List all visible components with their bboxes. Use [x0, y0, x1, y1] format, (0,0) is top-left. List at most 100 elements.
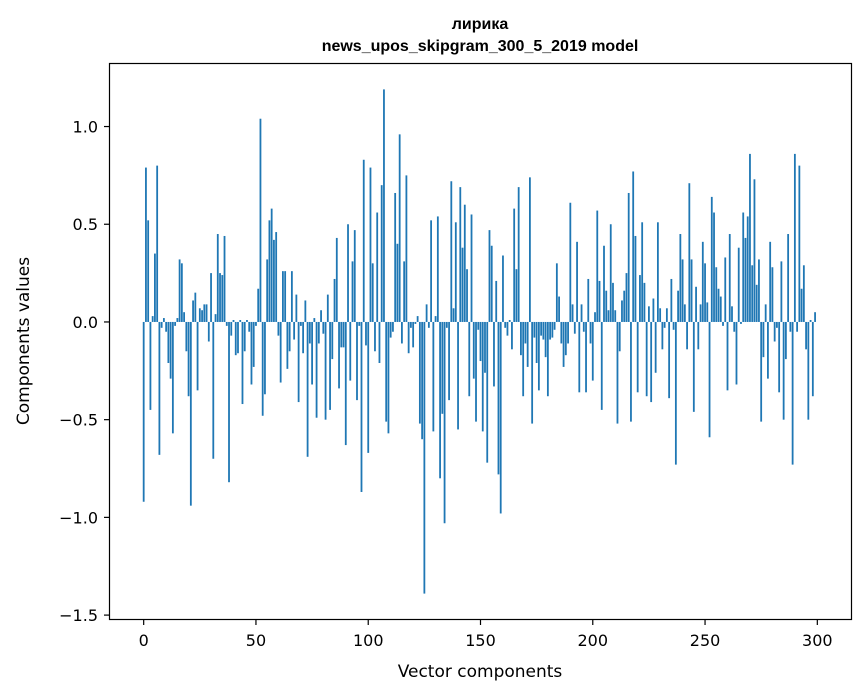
- bar-component-104: [376, 212, 379, 322]
- bar-component-141: [459, 187, 462, 322]
- bar-component-119: [409, 321, 412, 328]
- bar-component-113: [396, 243, 399, 322]
- bar-component-171: [526, 321, 529, 367]
- bar-component-130: [434, 316, 437, 322]
- bar-component-268: [744, 237, 747, 322]
- bar-component-151: [481, 321, 484, 432]
- bar-component-209: [612, 282, 614, 322]
- x-tick-label: 150: [465, 631, 496, 650]
- bar-component-247: [697, 321, 700, 350]
- bar-component-138: [452, 308, 455, 322]
- bar-component-249: [701, 241, 704, 322]
- bar-component-47: [248, 321, 251, 332]
- bar-component-230: [659, 308, 662, 322]
- bar-component-11: [167, 321, 170, 363]
- bar-component-94: [353, 230, 356, 322]
- bar-component-245: [692, 321, 695, 412]
- bar-component-126: [425, 304, 428, 322]
- bar-component-290: [793, 153, 796, 322]
- bar-component-111: [392, 321, 394, 332]
- bar-component-25: [198, 308, 201, 322]
- bar-component-187: [562, 321, 565, 367]
- bar-component-10: [165, 321, 168, 332]
- bar-component-18: [183, 312, 185, 322]
- bar-component-183: [553, 321, 556, 330]
- bar-component-128: [430, 220, 432, 322]
- x-tick-label: 300: [802, 631, 833, 650]
- bar-component-117: [405, 175, 408, 322]
- bar-component-296: [807, 321, 810, 420]
- bar-component-174: [533, 321, 536, 338]
- bar-component-112: [394, 192, 397, 322]
- bar-component-197: [585, 321, 587, 393]
- bar-component-35: [221, 275, 224, 322]
- bar-component-168: [520, 321, 522, 356]
- bar-component-242: [686, 321, 688, 350]
- bar-component-298: [811, 321, 814, 397]
- bar-component-88: [340, 321, 343, 348]
- x-tick-label: 50: [246, 631, 266, 650]
- bar-component-115: [401, 321, 403, 344]
- y-tick-label: 0.5: [73, 215, 98, 234]
- bar-component-77: [315, 321, 318, 418]
- bar-component-200: [591, 321, 594, 381]
- bar-component-253: [710, 196, 713, 322]
- bar-component-222: [641, 222, 644, 322]
- bar-component-295: [805, 321, 807, 350]
- bar-component-232: [663, 321, 666, 328]
- bar-component-260: [726, 321, 729, 391]
- bar-component-78: [317, 321, 320, 344]
- bar-component-165: [513, 208, 516, 322]
- bar-component-23: [194, 292, 197, 322]
- y-tick-label: −0.5: [59, 411, 98, 430]
- bar-component-16: [178, 259, 181, 322]
- bar-component-286: [784, 321, 787, 360]
- bar-component-226: [650, 321, 653, 403]
- bar-component-8: [160, 321, 163, 328]
- bar-component-50: [255, 321, 257, 326]
- bar-component-275: [760, 321, 763, 422]
- bar-component-293: [800, 288, 803, 322]
- bar-component-100: [367, 321, 370, 453]
- bar-component-140: [457, 321, 459, 430]
- bar-component-38: [228, 321, 230, 483]
- bar-component-12: [169, 321, 172, 379]
- bar-component-188: [564, 321, 567, 356]
- bar-component-14: [174, 321, 177, 326]
- bar-component-297: [809, 320, 812, 322]
- bar-component-90: [344, 321, 347, 446]
- bar-component-4: [151, 316, 154, 322]
- bar-component-261: [728, 234, 731, 322]
- bar-component-166: [515, 269, 518, 322]
- bar-component-285: [782, 321, 785, 420]
- bar-component-223: [643, 282, 646, 322]
- y-axis-ticks: −1.5 −1.0 −0.5 0.0 0.5 1.0: [59, 118, 110, 625]
- bar-component-143: [463, 204, 466, 322]
- bar-component-105: [378, 321, 381, 363]
- bar-component-252: [708, 321, 711, 438]
- bar-component-155: [490, 245, 493, 322]
- bar-component-15: [176, 318, 179, 322]
- bar-component-41: [234, 321, 237, 356]
- bar-component-282: [776, 321, 778, 328]
- bar-component-216: [627, 192, 630, 322]
- bar-component-102: [371, 263, 374, 322]
- bar-component-80: [322, 321, 325, 334]
- bar-component-299: [814, 312, 816, 322]
- bar-component-22: [192, 300, 194, 322]
- bar-component-238: [677, 290, 679, 322]
- bar-component-95: [356, 321, 358, 401]
- bar-component-212: [618, 321, 621, 352]
- bar-component-251: [706, 302, 709, 322]
- bar-component-86: [335, 237, 338, 322]
- bar-component-203: [598, 280, 601, 322]
- bar-component-61: [279, 321, 282, 383]
- chart-title: лирика: [452, 16, 509, 33]
- bar-component-3: [149, 321, 152, 410]
- bar-component-64: [286, 321, 289, 369]
- bar-component-9: [162, 318, 165, 322]
- bar-component-255: [715, 267, 718, 322]
- bar-component-229: [656, 222, 659, 322]
- chart-subtitle: news_upos_skipgram_300_5_2019 model: [322, 38, 639, 55]
- bar-component-120: [412, 321, 415, 348]
